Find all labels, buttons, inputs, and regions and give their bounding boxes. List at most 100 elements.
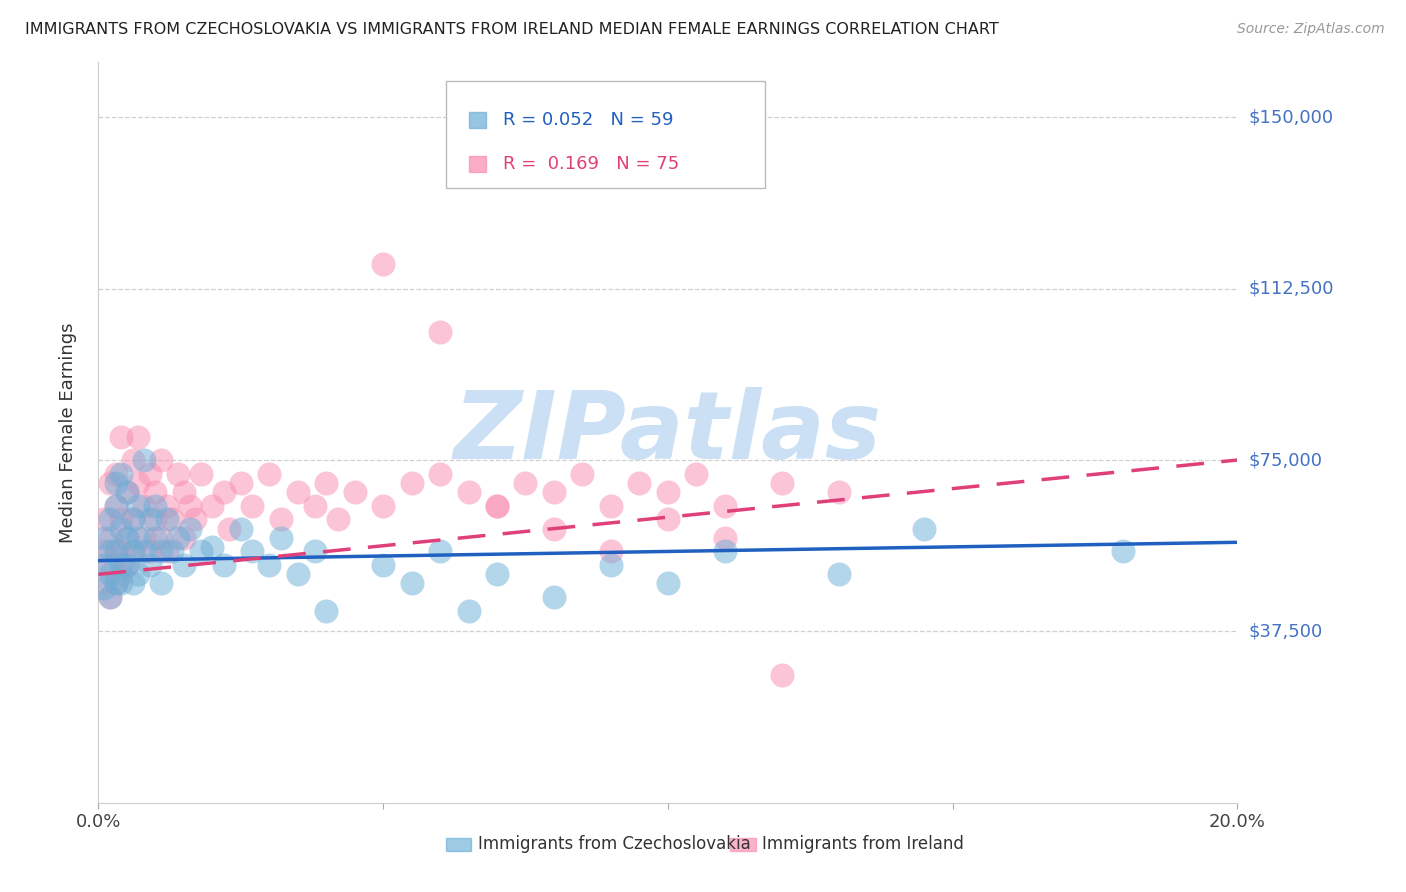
Point [98, 558, 121, 573]
Text: $150,000: $150,000 [1249, 108, 1333, 127]
Point [229, 475, 252, 490]
Point [173, 558, 195, 573]
Point [150, 531, 173, 545]
Bar [446, 838, 471, 851]
Point [115, 558, 138, 573]
Point [685, 467, 707, 481]
Point [104, 467, 127, 481]
Point [287, 567, 309, 582]
Point [115, 531, 138, 545]
Bar [468, 156, 486, 172]
Point [600, 544, 623, 558]
Point [212, 558, 235, 573]
Point [304, 544, 326, 558]
Point [138, 558, 160, 573]
Point [110, 467, 132, 481]
Point [121, 576, 143, 591]
Point [486, 499, 509, 513]
Point [457, 485, 479, 500]
Point [93, 576, 115, 591]
Point [179, 499, 201, 513]
Point [145, 531, 167, 545]
Point [93, 544, 115, 558]
Point [110, 512, 132, 526]
Point [373, 499, 395, 513]
Point [229, 522, 252, 536]
Point [138, 467, 160, 481]
Point [457, 604, 479, 618]
Point [343, 485, 366, 500]
Point [259, 467, 281, 481]
Point [156, 544, 179, 558]
Point [212, 485, 235, 500]
Point [110, 576, 132, 591]
Point [657, 512, 679, 526]
Point [167, 467, 190, 481]
Point [190, 544, 212, 558]
Text: R =  0.169   N = 75: R = 0.169 N = 75 [503, 155, 679, 173]
Point [115, 485, 138, 500]
Point [628, 475, 651, 490]
Point [770, 475, 793, 490]
Point [173, 531, 195, 545]
Point [121, 453, 143, 467]
Point [98, 590, 121, 604]
Point [115, 558, 138, 573]
Point [115, 485, 138, 500]
Point [173, 485, 195, 500]
Point [121, 544, 143, 558]
Point [486, 567, 509, 582]
Point [714, 499, 737, 513]
Point [156, 499, 179, 513]
Point [429, 544, 451, 558]
Text: R = 0.052   N = 59: R = 0.052 N = 59 [503, 112, 673, 129]
Point [138, 544, 160, 558]
Point [93, 512, 115, 526]
Point [150, 576, 173, 591]
Bar [468, 112, 486, 128]
Point [179, 522, 201, 536]
Point [304, 499, 326, 513]
Point [401, 475, 423, 490]
Point [218, 522, 240, 536]
Point [104, 499, 127, 513]
Point [167, 531, 190, 545]
Point [287, 485, 309, 500]
Point [201, 499, 224, 513]
Point [373, 256, 395, 270]
Point [184, 512, 207, 526]
Y-axis label: Median Female Earnings: Median Female Earnings [59, 322, 77, 543]
Text: ZIPatlas: ZIPatlas [454, 386, 882, 479]
Point [714, 544, 737, 558]
Text: Source: ZipAtlas.com: Source: ZipAtlas.com [1237, 22, 1385, 37]
Bar [731, 838, 755, 851]
Point [127, 567, 149, 582]
Point [1112, 544, 1135, 558]
Text: Immigrants from Czechoslovakia: Immigrants from Czechoslovakia [478, 835, 751, 854]
Point [600, 558, 623, 573]
Point [104, 576, 127, 591]
Text: $112,500: $112,500 [1249, 280, 1334, 298]
Point [98, 512, 121, 526]
Point [98, 590, 121, 604]
Point [150, 544, 173, 558]
Point [110, 558, 132, 573]
Point [127, 499, 149, 513]
Point [127, 430, 149, 444]
Point [121, 544, 143, 558]
Point [515, 475, 537, 490]
Point [93, 531, 115, 545]
Point [110, 430, 132, 444]
Point [132, 453, 155, 467]
Point [315, 604, 337, 618]
Point [657, 576, 679, 591]
Point [162, 512, 184, 526]
Point [543, 590, 565, 604]
Point [132, 531, 155, 545]
Point [132, 499, 155, 513]
Point [543, 522, 565, 536]
Point [770, 668, 793, 682]
Point [912, 522, 935, 536]
Point [190, 467, 212, 481]
Point [98, 475, 121, 490]
